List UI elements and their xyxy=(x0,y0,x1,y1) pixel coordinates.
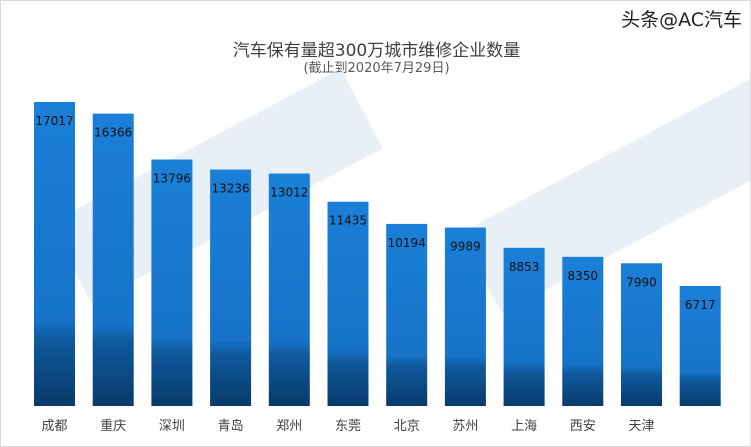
data-label: 13236 xyxy=(212,182,250,196)
data-label: 6717 xyxy=(685,298,716,312)
x-tick-label: 成都 xyxy=(41,419,67,434)
x-tick-label: 天津 xyxy=(628,419,654,434)
source-credit: 头条@AC汽车 xyxy=(621,9,742,31)
data-label: 8853 xyxy=(509,260,540,274)
bar-10 xyxy=(621,263,662,406)
bar-2 xyxy=(151,159,193,406)
data-label: 8350 xyxy=(568,269,599,283)
data-label: 11435 xyxy=(329,214,367,228)
x-tick-label: 上海 xyxy=(511,419,537,434)
x-tick-label: 东莞 xyxy=(335,419,361,434)
bar-4 xyxy=(268,173,310,406)
x-tick-label: 郑州 xyxy=(276,419,302,434)
data-label: 17017 xyxy=(35,114,73,128)
data-label: 13796 xyxy=(153,172,191,186)
data-label: 13012 xyxy=(270,186,308,200)
x-tick-label: 青岛 xyxy=(218,418,244,434)
chart-title: 汽车保有量超300万城市维修企业数量 xyxy=(232,41,521,61)
x-tick-label: 重庆 xyxy=(100,418,126,434)
x-tick-label: 西安 xyxy=(570,419,596,434)
bar-11 xyxy=(679,286,721,406)
x-tick-label: 深圳 xyxy=(159,419,185,434)
bar-3 xyxy=(210,169,252,406)
bar-9 xyxy=(562,256,604,406)
bar-1 xyxy=(92,113,134,406)
bar-8 xyxy=(503,247,545,406)
bar-6 xyxy=(386,223,428,406)
bar-0 xyxy=(34,102,75,406)
chart-subtitle: (截止到2020年7月29日) xyxy=(303,61,450,76)
data-label: 10194 xyxy=(388,236,426,250)
data-label: 9989 xyxy=(450,240,481,254)
bar-7 xyxy=(444,227,486,406)
x-tick-label: 北京 xyxy=(394,419,420,434)
x-tick-label: 苏州 xyxy=(452,418,478,434)
data-label: 16366 xyxy=(94,126,132,140)
bar-5 xyxy=(327,201,369,406)
data-label: 7990 xyxy=(626,275,657,289)
